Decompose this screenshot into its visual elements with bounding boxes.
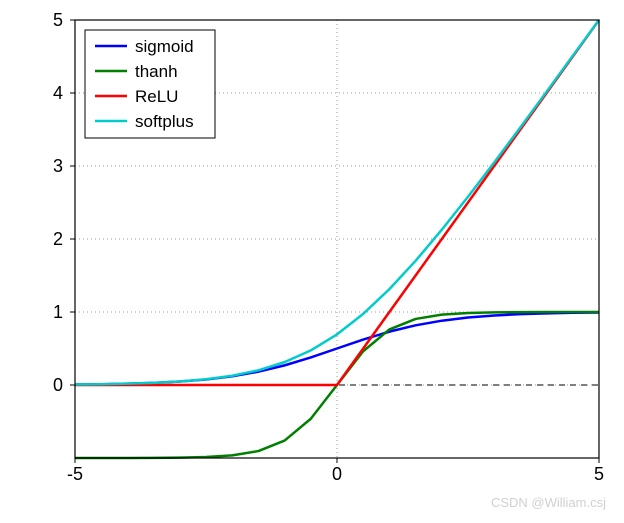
- watermark-text: CSDN @William.csj: [491, 495, 606, 510]
- legend-label: softplus: [135, 112, 194, 131]
- ytick-label: 0: [53, 375, 63, 395]
- xtick-label: -5: [67, 464, 83, 484]
- legend-label: thanh: [135, 62, 178, 81]
- ytick-label: 5: [53, 10, 63, 30]
- activation-chart: -5 0 5 0 1 2 3 4 5 sigmoid thanh ReLU softplus: [0, 0, 624, 523]
- ytick-label: 4: [53, 83, 63, 103]
- legend-label: ReLU: [135, 87, 178, 106]
- legend-label: sigmoid: [135, 37, 194, 56]
- xtick-label: 5: [594, 464, 604, 484]
- ytick-label: 3: [53, 156, 63, 176]
- xtick-label: 0: [332, 464, 342, 484]
- ytick-label: 2: [53, 229, 63, 249]
- ytick-label: 1: [53, 302, 63, 322]
